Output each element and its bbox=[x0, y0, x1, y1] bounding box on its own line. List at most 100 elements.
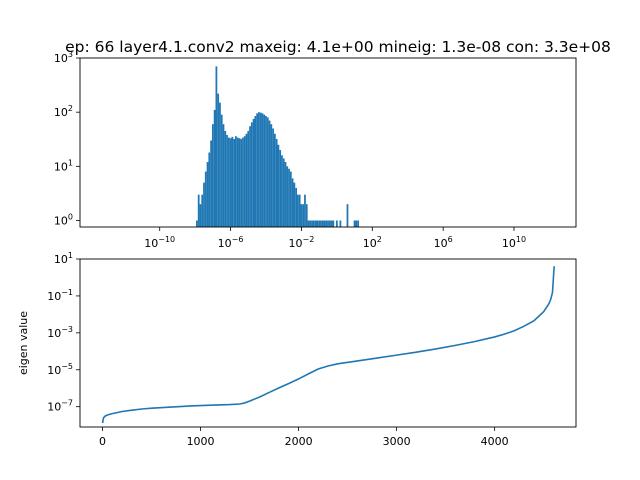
y-tick-label-exponent: 2 bbox=[68, 104, 73, 113]
histogram-bar bbox=[330, 220, 333, 227]
histogram-bar bbox=[311, 220, 313, 227]
histogram-bar bbox=[272, 128, 274, 227]
histogram-bar bbox=[243, 136, 246, 227]
histogram-bar bbox=[261, 113, 264, 227]
histogram-axes-frame bbox=[79, 57, 577, 228]
x-tick-label: 102 bbox=[363, 235, 382, 250]
histogram-bar bbox=[275, 138, 278, 227]
histogram-bar bbox=[309, 220, 312, 227]
x-tick-label: 1010 bbox=[502, 235, 526, 250]
histogram-bar bbox=[293, 182, 296, 227]
y-tick-label-exponent: −5 bbox=[61, 362, 73, 371]
y-axis-label: eigen value bbox=[17, 311, 30, 375]
x-tick-label: 10−10 bbox=[144, 235, 175, 250]
y-tick-label-base: 10 bbox=[54, 215, 68, 228]
histogram-bar bbox=[258, 112, 260, 227]
histogram-bar bbox=[323, 220, 326, 227]
histogram-bar bbox=[208, 152, 211, 227]
x-tick-label-base: 10 bbox=[218, 237, 232, 250]
histogram-bar bbox=[357, 220, 359, 227]
histogram-bar bbox=[247, 130, 250, 227]
histogram-bar bbox=[215, 66, 218, 227]
histogram-bar bbox=[224, 130, 227, 227]
y-tick-label: 10−3 bbox=[47, 325, 73, 340]
histogram-bar bbox=[270, 124, 273, 227]
histogram-bar bbox=[304, 194, 306, 227]
x-tick-label-exponent: 10 bbox=[516, 235, 526, 244]
histogram-bar bbox=[277, 144, 280, 227]
histogram-bar bbox=[314, 220, 317, 227]
y-tick-label-base: 10 bbox=[54, 253, 68, 266]
y-tick-label-base: 10 bbox=[54, 106, 68, 119]
histogram-bar bbox=[289, 171, 292, 227]
x-tick-label: 0 bbox=[99, 435, 106, 448]
y-tick-label: 10−1 bbox=[47, 288, 73, 303]
x-tick-label: 10−6 bbox=[218, 235, 244, 250]
y-tick-label-base: 10 bbox=[47, 290, 61, 303]
histogram-bar bbox=[332, 220, 335, 227]
histogram-bar bbox=[238, 138, 241, 227]
histogram-bar bbox=[297, 194, 299, 227]
histogram-bar bbox=[328, 220, 331, 227]
y-tick-label-exponent: −3 bbox=[61, 325, 73, 334]
histogram-bar bbox=[245, 133, 248, 227]
histogram-bar bbox=[316, 220, 319, 227]
histogram-bar bbox=[279, 150, 282, 227]
histogram-bar bbox=[222, 124, 225, 227]
histogram-bar bbox=[263, 114, 266, 227]
histogram-bar bbox=[346, 204, 349, 227]
x-tick-label: 106 bbox=[434, 235, 453, 250]
histogram-bar bbox=[249, 126, 251, 227]
histogram-bar bbox=[325, 220, 328, 227]
y-tick-label: 10−7 bbox=[47, 399, 73, 414]
y-tick-label-base: 10 bbox=[54, 160, 68, 173]
histogram-bar bbox=[231, 136, 234, 227]
histogram-bar bbox=[227, 137, 230, 227]
histogram-bar bbox=[206, 162, 209, 227]
figure-title: ep: 66 layer4.1.conv2 maxeig: 4.1e+00 mi… bbox=[65, 38, 611, 56]
histogram-bar bbox=[240, 138, 243, 227]
x-tick-label-base: 10 bbox=[502, 237, 516, 250]
histogram-bar bbox=[219, 102, 221, 227]
histogram-bar bbox=[282, 158, 285, 227]
line-axes-frame bbox=[79, 258, 577, 428]
y-tick-label: 10−5 bbox=[47, 362, 73, 377]
y-tick-label-exponent: −7 bbox=[61, 399, 73, 408]
histogram-bar bbox=[307, 220, 310, 227]
eigenvalue-curve bbox=[101, 266, 556, 424]
histogram-bar bbox=[217, 93, 220, 227]
x-tick-label-exponent: −2 bbox=[303, 235, 315, 244]
histogram-bar bbox=[286, 166, 289, 227]
histogram-bar bbox=[233, 138, 235, 227]
x-tick-label-exponent: 6 bbox=[448, 235, 453, 244]
histogram-bar bbox=[335, 220, 338, 227]
histogram-x-ticks: 10−10 10−6 10−2 102 106 1010 bbox=[144, 227, 526, 250]
y-tick-label: 102 bbox=[54, 104, 73, 119]
x-tick-label-base: 10 bbox=[434, 237, 448, 250]
histogram-bar bbox=[318, 220, 321, 227]
histogram-bar bbox=[302, 204, 305, 227]
line-x-ticks: 0 1000 2000 3000 4000 bbox=[99, 427, 509, 448]
histogram-bar bbox=[284, 162, 287, 227]
y-tick-label-base: 10 bbox=[47, 327, 61, 340]
y-tick-label: 101 bbox=[54, 158, 73, 173]
histogram-bar bbox=[268, 120, 271, 227]
y-tick-label-exponent: 0 bbox=[68, 213, 73, 222]
histogram-bar bbox=[210, 140, 212, 227]
histogram-bar bbox=[199, 204, 202, 227]
histogram-bar bbox=[281, 155, 283, 227]
histogram-bar bbox=[298, 194, 301, 227]
histogram-bar bbox=[256, 113, 259, 227]
histogram-bar bbox=[204, 171, 207, 227]
histogram-bar bbox=[196, 220, 198, 227]
histogram-bar bbox=[252, 118, 255, 227]
y-tick-label: 100 bbox=[54, 213, 73, 228]
x-tick-label: 10−2 bbox=[289, 235, 315, 250]
histogram-bar bbox=[229, 138, 232, 227]
histogram-bar bbox=[197, 194, 200, 227]
histogram-bar bbox=[265, 115, 267, 227]
histogram-bar bbox=[226, 134, 228, 227]
